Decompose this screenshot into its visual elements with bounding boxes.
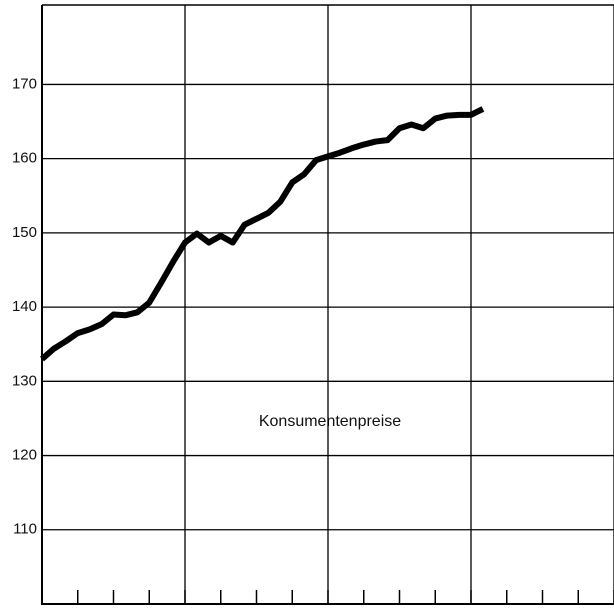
y-tick-label: 110 [13,521,37,538]
y-tick-label: 160 [12,150,37,167]
data-line [40,106,485,362]
y-tick-label: 130 [12,372,37,389]
y-tick-label: 120 [12,447,37,464]
y-tick-label: 140 [12,298,37,315]
y-tick-label: 150 [12,224,37,241]
y-tick-label: 170 [12,75,37,92]
annotation: Konsumentenpreise [259,413,401,430]
